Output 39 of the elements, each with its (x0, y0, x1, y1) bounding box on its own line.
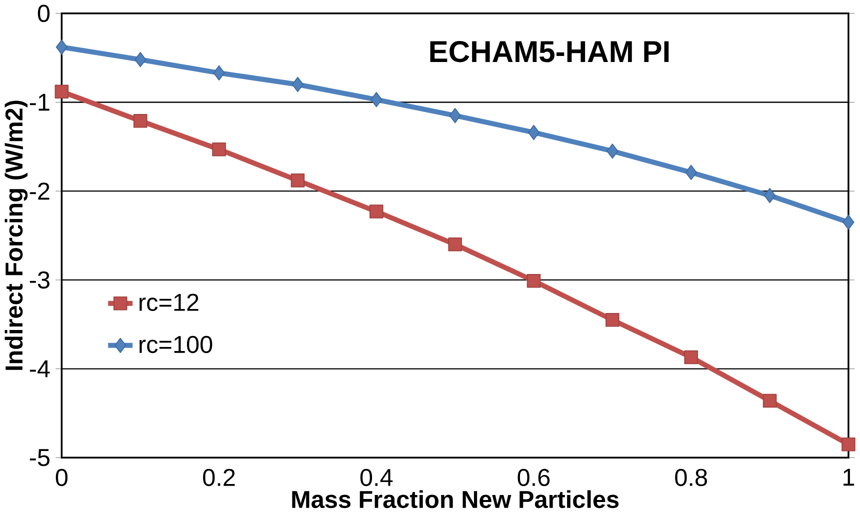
point (762, 394, 777, 408)
legend-label: rc=100 (140, 336, 212, 354)
y-tick-label: -4 (30, 360, 50, 378)
point (134, 52, 146, 68)
y-tick-label: 0 (38, 4, 50, 22)
point (606, 313, 620, 327)
point (212, 142, 226, 156)
point (842, 214, 854, 230)
point (528, 124, 540, 140)
point (449, 108, 461, 124)
y-tick-label: -5 (30, 449, 50, 466)
point (842, 438, 856, 452)
text: ECHAM5-HAM PI (430, 41, 669, 62)
x-axis-title: Mass Fraction New Particles (292, 490, 619, 508)
point (764, 188, 776, 204)
x-tick-label: 0.6 (518, 468, 550, 486)
y-tick-label: -3 (30, 271, 50, 289)
x-tick-label: 0.8 (675, 468, 707, 486)
point (290, 174, 305, 188)
x-tick-label: 1 (844, 468, 854, 486)
point (684, 350, 698, 364)
point (56, 40, 68, 55)
point (213, 65, 225, 81)
x-tick-label: 0.2 (203, 468, 235, 486)
y-tick-label: -1 (30, 94, 50, 111)
point (292, 76, 304, 92)
point (370, 204, 384, 218)
point (526, 274, 541, 288)
x-tick-label: 0 (56, 468, 68, 486)
point (133, 114, 148, 128)
y-axis-title: Indirect Forcing (W/m2) (4, 100, 28, 370)
point (54, 84, 69, 99)
point (685, 164, 697, 180)
point (606, 144, 618, 159)
point (448, 238, 462, 252)
x-tick-label: 0.4 (360, 468, 393, 486)
legend-label: rc=12 (140, 294, 198, 312)
point (370, 92, 382, 108)
y-tick-label: -2 (30, 182, 50, 200)
